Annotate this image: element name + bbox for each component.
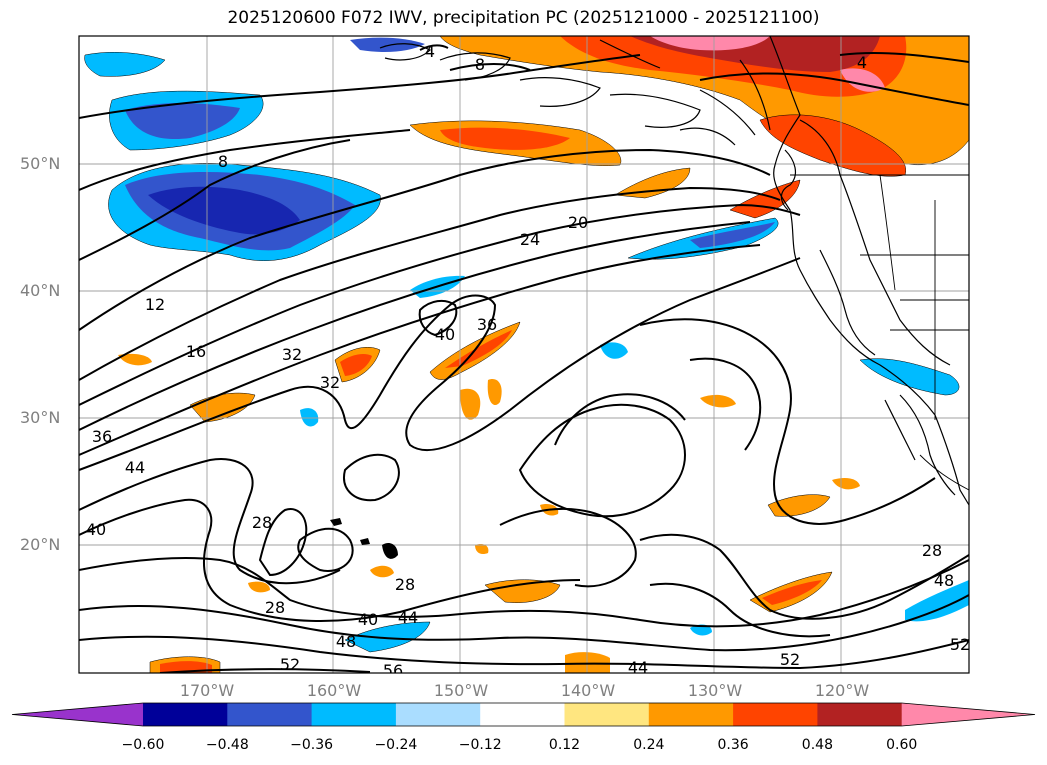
contour-label: 20	[568, 213, 588, 232]
political-borders	[790, 174, 969, 491]
colorbar-tick-label: −0.12	[458, 737, 502, 753]
colorbar-tick-label: −0.36	[290, 737, 334, 753]
contour-label: 24	[520, 230, 540, 249]
contour-label: 52	[950, 635, 970, 654]
latitude-label: 30°N	[20, 408, 61, 427]
latitude-label: 40°N	[20, 281, 61, 300]
longitude-label: 170°W	[179, 681, 235, 700]
contour-label: 28	[252, 513, 272, 532]
contour-label: 4	[425, 42, 435, 61]
contour-label: 32	[320, 373, 340, 392]
colorbar-tick-label: −0.24	[374, 737, 418, 753]
colorbar-segment	[311, 703, 397, 726]
colorbar-segment	[227, 703, 313, 726]
colorbar-outline	[11, 702, 1036, 727]
longitude-label: 150°W	[433, 681, 489, 700]
contour-label: 28	[265, 598, 285, 617]
contour-label: 36	[477, 315, 497, 334]
longitude-label: 160°W	[306, 681, 362, 700]
contour-label: 48	[336, 632, 356, 651]
colorbar-segment	[817, 703, 903, 726]
contour-label: 40	[358, 610, 378, 629]
contour-label: 52	[780, 650, 800, 669]
colorbar-tick-label: 0.36	[717, 737, 749, 753]
contour-label: 44	[628, 658, 648, 677]
map-frame	[78, 35, 970, 674]
longitude-label: 120°W	[814, 681, 870, 700]
longitude-label: 130°W	[687, 681, 743, 700]
contour-label: 52	[280, 655, 300, 674]
contour-label: 44	[125, 458, 145, 477]
colorbar-segment	[480, 703, 565, 726]
colorbar-segment	[733, 703, 818, 726]
contour-label: 28	[922, 541, 942, 560]
colorbar-extend-low	[12, 703, 143, 726]
colorbar-tick-label: 0.12	[548, 737, 581, 753]
map-title: 2025120600 F072 IWV, precipitation PC (2…	[227, 8, 820, 28]
colorbar-tick-label: 0.60	[886, 737, 918, 753]
precip-positive-regions	[118, 36, 969, 673]
contour-label: 40	[435, 325, 455, 344]
colorbar-segment	[648, 703, 734, 726]
latitude-label: 20°N	[20, 535, 61, 554]
coastlines	[379, 36, 969, 506]
colorbar-tick-label: −0.60	[121, 737, 165, 753]
contour-label: 4	[857, 53, 867, 72]
contour-label: 28	[395, 575, 415, 594]
colorbar-tick-label: 0.24	[633, 737, 665, 753]
contour-label: 56	[383, 661, 403, 680]
contour-label: 40	[86, 520, 106, 539]
longitude-label: 140°W	[560, 681, 616, 700]
colorbar-segment	[395, 703, 481, 726]
colorbar-tick-label: −0.48	[205, 737, 249, 753]
colorbar-tick-label: 0.48	[801, 737, 833, 753]
contour-label: 12	[145, 295, 165, 314]
contour-label: 44	[398, 608, 418, 627]
map-area: 4 8 8 12 16 20 24 28 28 28 28 32 32 36 3…	[79, 36, 970, 680]
colorbar-segment	[143, 703, 228, 726]
iwv-contour-labels: 4 8 8 12 16 20 24 28 28 28 28 32 32 36 3…	[86, 42, 970, 680]
contour-label: 36	[92, 427, 112, 446]
contour-label: 48	[934, 571, 954, 590]
colorbar	[11, 702, 1036, 727]
graticule	[79, 36, 969, 673]
colorbar-extend-high	[901, 703, 1035, 726]
precip-negative-regions	[84, 37, 969, 653]
contour-label: 16	[186, 342, 206, 361]
iwv-contours	[79, 44, 969, 673]
latitude-label: 50°N	[20, 154, 61, 173]
hawaii-islands	[330, 518, 398, 559]
colorbar-segment	[564, 703, 650, 726]
contour-label: 8	[475, 55, 485, 74]
contour-label: 32	[282, 345, 302, 364]
contour-label: 8	[218, 152, 228, 171]
